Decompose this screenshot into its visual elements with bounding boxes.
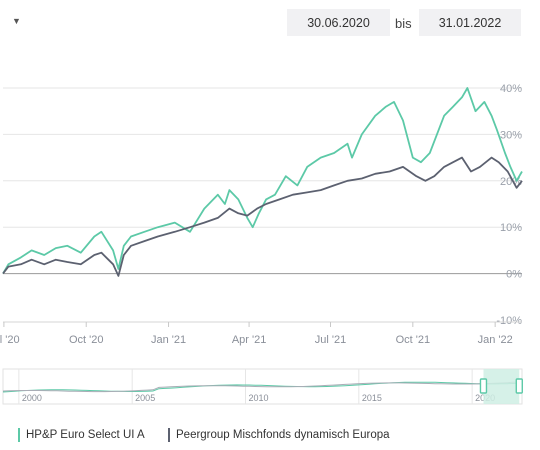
- chart-grid: [3, 87, 522, 275]
- legend-item-fund[interactable]: HP&P Euro Select UI A: [18, 428, 145, 442]
- y-tick-label: 40%: [500, 83, 522, 95]
- navigator-tick-label: 2010: [249, 393, 269, 403]
- x-tick-label: Jan '21: [151, 334, 186, 346]
- navigator-selection: [483, 369, 520, 404]
- date-to-input[interactable]: 31.01.2022: [419, 9, 521, 36]
- series-line-fund: [2, 87, 523, 275]
- x-tick-label: Oct '21: [396, 334, 431, 346]
- navigator-handle-left: [479, 378, 488, 394]
- legend-swatch-peergroup: [168, 428, 170, 442]
- y-tick-label: 0%: [506, 269, 522, 281]
- y-tick-label: 10%: [500, 222, 522, 234]
- legend-label-peergroup: Peergroup Mischfonds dynamisch Europa: [176, 429, 390, 441]
- x-tick-label: Jul '20: [0, 334, 20, 346]
- x-tick-label: Jul '21: [315, 334, 346, 346]
- navigator-series-peergroup: [2, 381, 520, 393]
- date-range-separator: bis: [395, 16, 412, 31]
- legend-item-peergroup[interactable]: Peergroup Mischfonds dynamisch Europa: [168, 428, 390, 442]
- date-from-input[interactable]: 30.06.2020: [287, 9, 390, 36]
- x-axis: Jul '20 Oct '20 Jan '21 Apr '21 Jul '21 Oct '…: [0, 321, 522, 346]
- dropdown-caret-icon[interactable]: ▼: [12, 16, 21, 26]
- series-line-peergroup: [2, 156, 523, 277]
- navigator-tick-label: 2005: [135, 393, 155, 403]
- y-axis-labels: 40%30%20%10%0%-10%: [496, 83, 522, 327]
- navigator-tick-label: 2000: [22, 393, 42, 403]
- x-tick-label: Jan '22: [478, 334, 513, 346]
- y-tick-label: -10%: [496, 315, 522, 327]
- chart-series: [2, 87, 523, 277]
- navigator-series-fund: [2, 381, 520, 393]
- range-navigator[interactable]: 20002005201020152020: [2, 368, 523, 405]
- navigator-handle-right: [515, 378, 523, 394]
- x-tick-label: Oct '20: [69, 334, 104, 346]
- x-tick-label: Apr '21: [232, 334, 267, 346]
- legend-swatch-fund: [18, 428, 20, 442]
- legend-label-fund: HP&P Euro Select UI A: [26, 429, 145, 441]
- y-tick-label: 30%: [500, 129, 522, 141]
- navigator-tick-label: 2015: [362, 393, 382, 403]
